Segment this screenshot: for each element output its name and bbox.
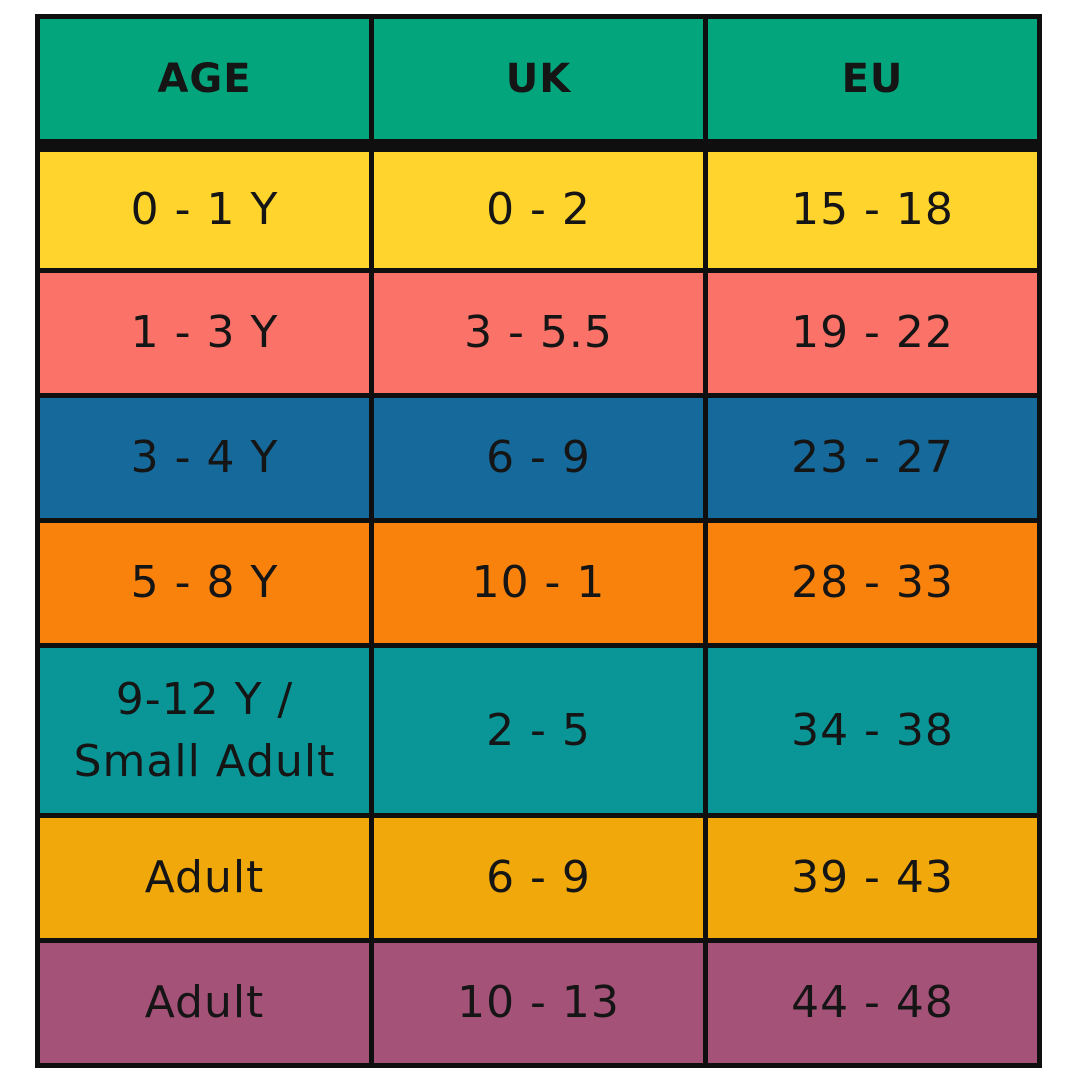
size-chart-table: AGE UK EU 0 - 1 Y 0 - 2 15 - 18 1 - 3 Y … xyxy=(35,14,1042,1068)
cell-eu: 44 - 48 xyxy=(703,938,1042,1068)
table-row: 3 - 4 Y 6 - 9 23 - 27 xyxy=(35,393,1042,523)
cell-uk: 6 - 9 xyxy=(369,393,708,523)
header-row: AGE UK EU xyxy=(35,14,1042,152)
cell-age: 1 - 3 Y xyxy=(35,268,374,398)
cell-eu: 28 - 33 xyxy=(703,518,1042,648)
cell-age: Adult xyxy=(35,938,374,1068)
table-row: 1 - 3 Y 3 - 5.5 19 - 22 xyxy=(35,268,1042,398)
cell-eu: 23 - 27 xyxy=(703,393,1042,523)
cell-eu: 39 - 43 xyxy=(703,813,1042,943)
cell-age: 3 - 4 Y xyxy=(35,393,374,523)
table-row: 9-12 Y / Small Adult 2 - 5 34 - 38 xyxy=(35,643,1042,818)
cell-uk: 6 - 9 xyxy=(369,813,708,943)
cell-age: 5 - 8 Y xyxy=(35,518,374,648)
header-eu: EU xyxy=(703,14,1042,152)
table-row: Adult 10 - 13 44 - 48 xyxy=(35,938,1042,1068)
cell-age: Adult xyxy=(35,813,374,943)
header-uk: UK xyxy=(369,14,708,152)
cell-uk: 10 - 13 xyxy=(369,938,708,1068)
table-row: 5 - 8 Y 10 - 1 28 - 33 xyxy=(35,518,1042,648)
table-row: Adult 6 - 9 39 - 43 xyxy=(35,813,1042,943)
header-age: AGE xyxy=(35,14,374,152)
cell-eu: 15 - 18 xyxy=(703,143,1042,273)
cell-uk: 10 - 1 xyxy=(369,518,708,648)
cell-eu: 19 - 22 xyxy=(703,268,1042,398)
cell-age: 0 - 1 Y xyxy=(35,143,374,273)
cell-uk: 3 - 5.5 xyxy=(369,268,708,398)
cell-uk: 2 - 5 xyxy=(369,643,708,818)
cell-eu: 34 - 38 xyxy=(703,643,1042,818)
table-row: 0 - 1 Y 0 - 2 15 - 18 xyxy=(35,143,1042,273)
cell-uk: 0 - 2 xyxy=(369,143,708,273)
cell-age: 9-12 Y / Small Adult xyxy=(35,643,374,818)
